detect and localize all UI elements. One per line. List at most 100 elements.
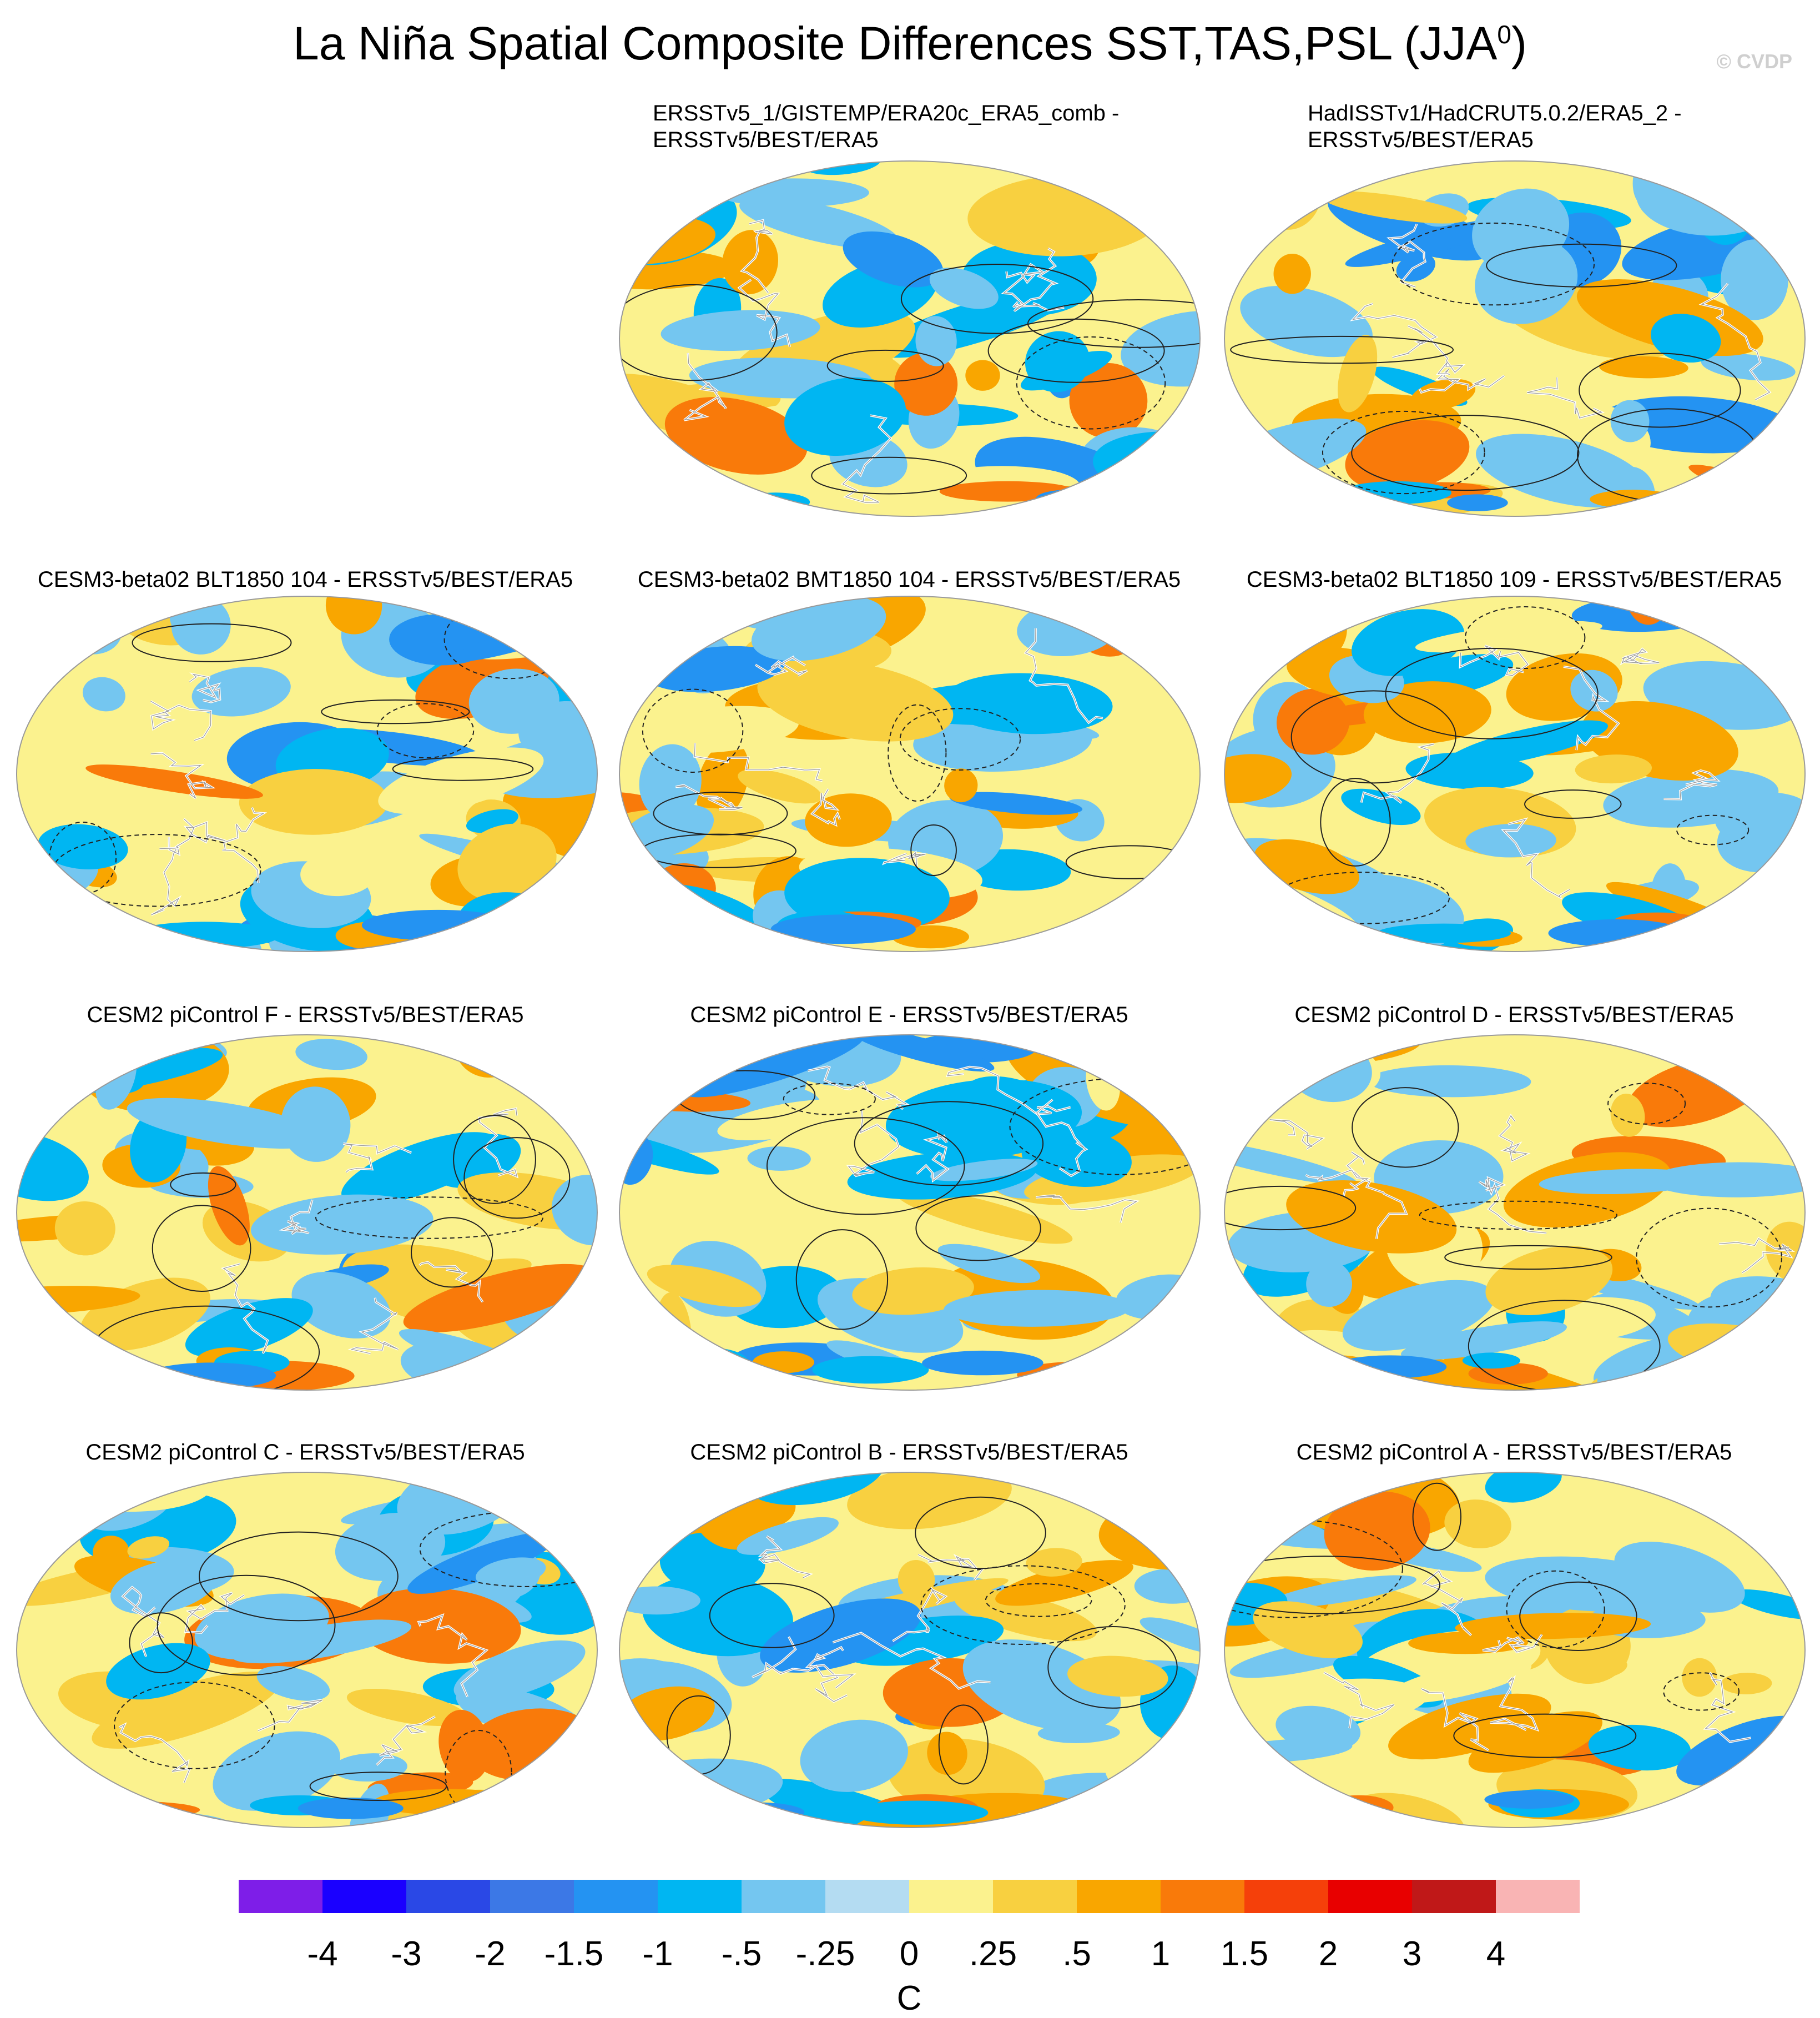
colorbar-tick-label: -4 <box>307 1935 338 1973</box>
anomaly-region <box>1224 641 1249 667</box>
colorbar-swatch <box>574 1880 658 1913</box>
psl-contour <box>619 284 778 381</box>
anomaly-region <box>1599 356 1688 379</box>
anomaly-region <box>1721 239 1788 320</box>
psl-contour <box>1224 1556 1441 1614</box>
colorbar-swatch <box>1077 1880 1161 1913</box>
coastline <box>1419 369 1505 393</box>
map-outline <box>619 160 1201 517</box>
anomaly-region <box>208 1166 250 1246</box>
psl-contour <box>170 1172 236 1197</box>
colorbar-swatch <box>993 1880 1077 1913</box>
psl-contour <box>1290 690 1456 784</box>
coastline <box>833 1632 991 1689</box>
map-panel-8 <box>1224 1034 1806 1391</box>
psl-contour <box>152 1205 251 1292</box>
anomaly-region <box>468 668 559 734</box>
colorbar-swatch <box>658 1880 742 1913</box>
psl-contour <box>199 1531 399 1622</box>
anomaly-region <box>1721 1673 1772 1695</box>
anomaly-region <box>85 764 263 799</box>
colorbar-swatch <box>490 1880 574 1913</box>
anomaly-region <box>1324 1491 1430 1571</box>
panel-title-8: CESM2 piControl D - ERSSTv5/BEST/ERA5 <box>1294 1003 1734 1027</box>
psl-contour <box>1524 789 1622 819</box>
anomaly-region <box>812 1356 929 1384</box>
map-panel-6 <box>16 1034 598 1391</box>
anomaly-region <box>403 1264 596 1332</box>
coastline <box>842 415 891 503</box>
anomaly-region <box>1269 1575 1416 1608</box>
anomaly-region <box>295 1039 367 1070</box>
anomaly-region <box>93 1536 130 1569</box>
psl-contour <box>987 318 1165 383</box>
anomaly-region <box>1387 1659 1532 1704</box>
map-panel-2 <box>1224 160 1806 517</box>
psl-contour <box>1320 778 1391 867</box>
psl-contour <box>445 1730 512 1816</box>
anomaly-region <box>231 1619 412 1664</box>
psl-contour <box>783 1083 876 1115</box>
coastline <box>1503 818 1570 898</box>
anomaly-region <box>1230 890 1274 917</box>
anomaly-region <box>1539 1169 1707 1195</box>
panel-title-7: CESM2 piControl E - ERSSTv5/BEST/ERA5 <box>690 1003 1128 1027</box>
psl-contour <box>985 1583 1092 1617</box>
colorbar <box>239 1880 1580 1913</box>
anomaly-region <box>1224 754 1292 803</box>
anomaly-region <box>71 596 119 632</box>
psl-contour <box>1322 410 1485 495</box>
anomaly-region <box>82 677 125 712</box>
anomaly-region <box>1722 1361 1805 1390</box>
anomaly-region <box>457 823 557 902</box>
figure-title: La Niña Spatial Composite Differences SS… <box>293 17 1527 69</box>
colorbar-swatch <box>1412 1880 1496 1913</box>
coastline <box>759 1536 811 1578</box>
colorbar-tick-label: 2 <box>1318 1935 1338 1973</box>
anomaly-region <box>147 1362 276 1389</box>
coastline <box>1459 645 1529 676</box>
anomaly-region <box>784 377 906 456</box>
coastline <box>1499 1115 1528 1161</box>
anomaly-region <box>737 1517 839 1555</box>
coastline <box>1361 743 1435 803</box>
anomaly-region <box>927 1732 967 1775</box>
coastline <box>1421 1688 1489 1751</box>
anomaly-region <box>760 1598 921 1673</box>
anomaly-region <box>1465 823 1556 858</box>
anomaly-region <box>619 1586 700 1615</box>
colorbar-swatch <box>1496 1880 1580 1913</box>
anomaly-region <box>1286 1180 1457 1254</box>
anomaly-region <box>250 1194 433 1255</box>
anomaly-region <box>110 1559 218 1614</box>
map-panel-1 <box>619 160 1201 517</box>
anomaly-region <box>1026 1548 1082 1577</box>
anomaly-region <box>1224 903 1278 952</box>
anomaly-region <box>127 1536 169 1559</box>
anomaly-region <box>1224 1138 1357 1185</box>
coastline <box>222 807 265 883</box>
coastline <box>1663 770 1718 800</box>
panel-title-1: ERSSTv5_1/GISTEMP/ERA20c_ERA5_comb - ERSS… <box>653 101 1120 152</box>
psl-contour <box>938 1704 989 1785</box>
anomaly-region <box>106 1643 210 1700</box>
panel-title-3: CESM3-beta02 BLT1850 104 - ERSSTv5/BEST/… <box>37 567 573 592</box>
anomaly-region <box>717 1099 863 1141</box>
anomaly-region <box>1338 335 1378 412</box>
anomaly-region <box>185 1298 313 1357</box>
anomaly-region <box>191 667 291 717</box>
anomaly-region <box>1273 254 1311 294</box>
coastline <box>1014 248 1065 311</box>
anomaly-region <box>1036 489 1105 509</box>
anomaly-region <box>1306 1261 1352 1307</box>
coastline <box>1482 1634 1542 1653</box>
psl-contour <box>132 623 292 662</box>
psl-contour <box>1636 1207 1782 1308</box>
anomaly-region <box>1725 1348 1805 1390</box>
anomaly-region <box>1341 788 1421 826</box>
coastline <box>1479 1177 1547 1234</box>
map-panel-5 <box>1224 596 1806 952</box>
anomaly-region <box>1447 494 1508 511</box>
colorbar-swatch <box>239 1880 323 1913</box>
anomaly-region <box>1455 1613 1651 1639</box>
